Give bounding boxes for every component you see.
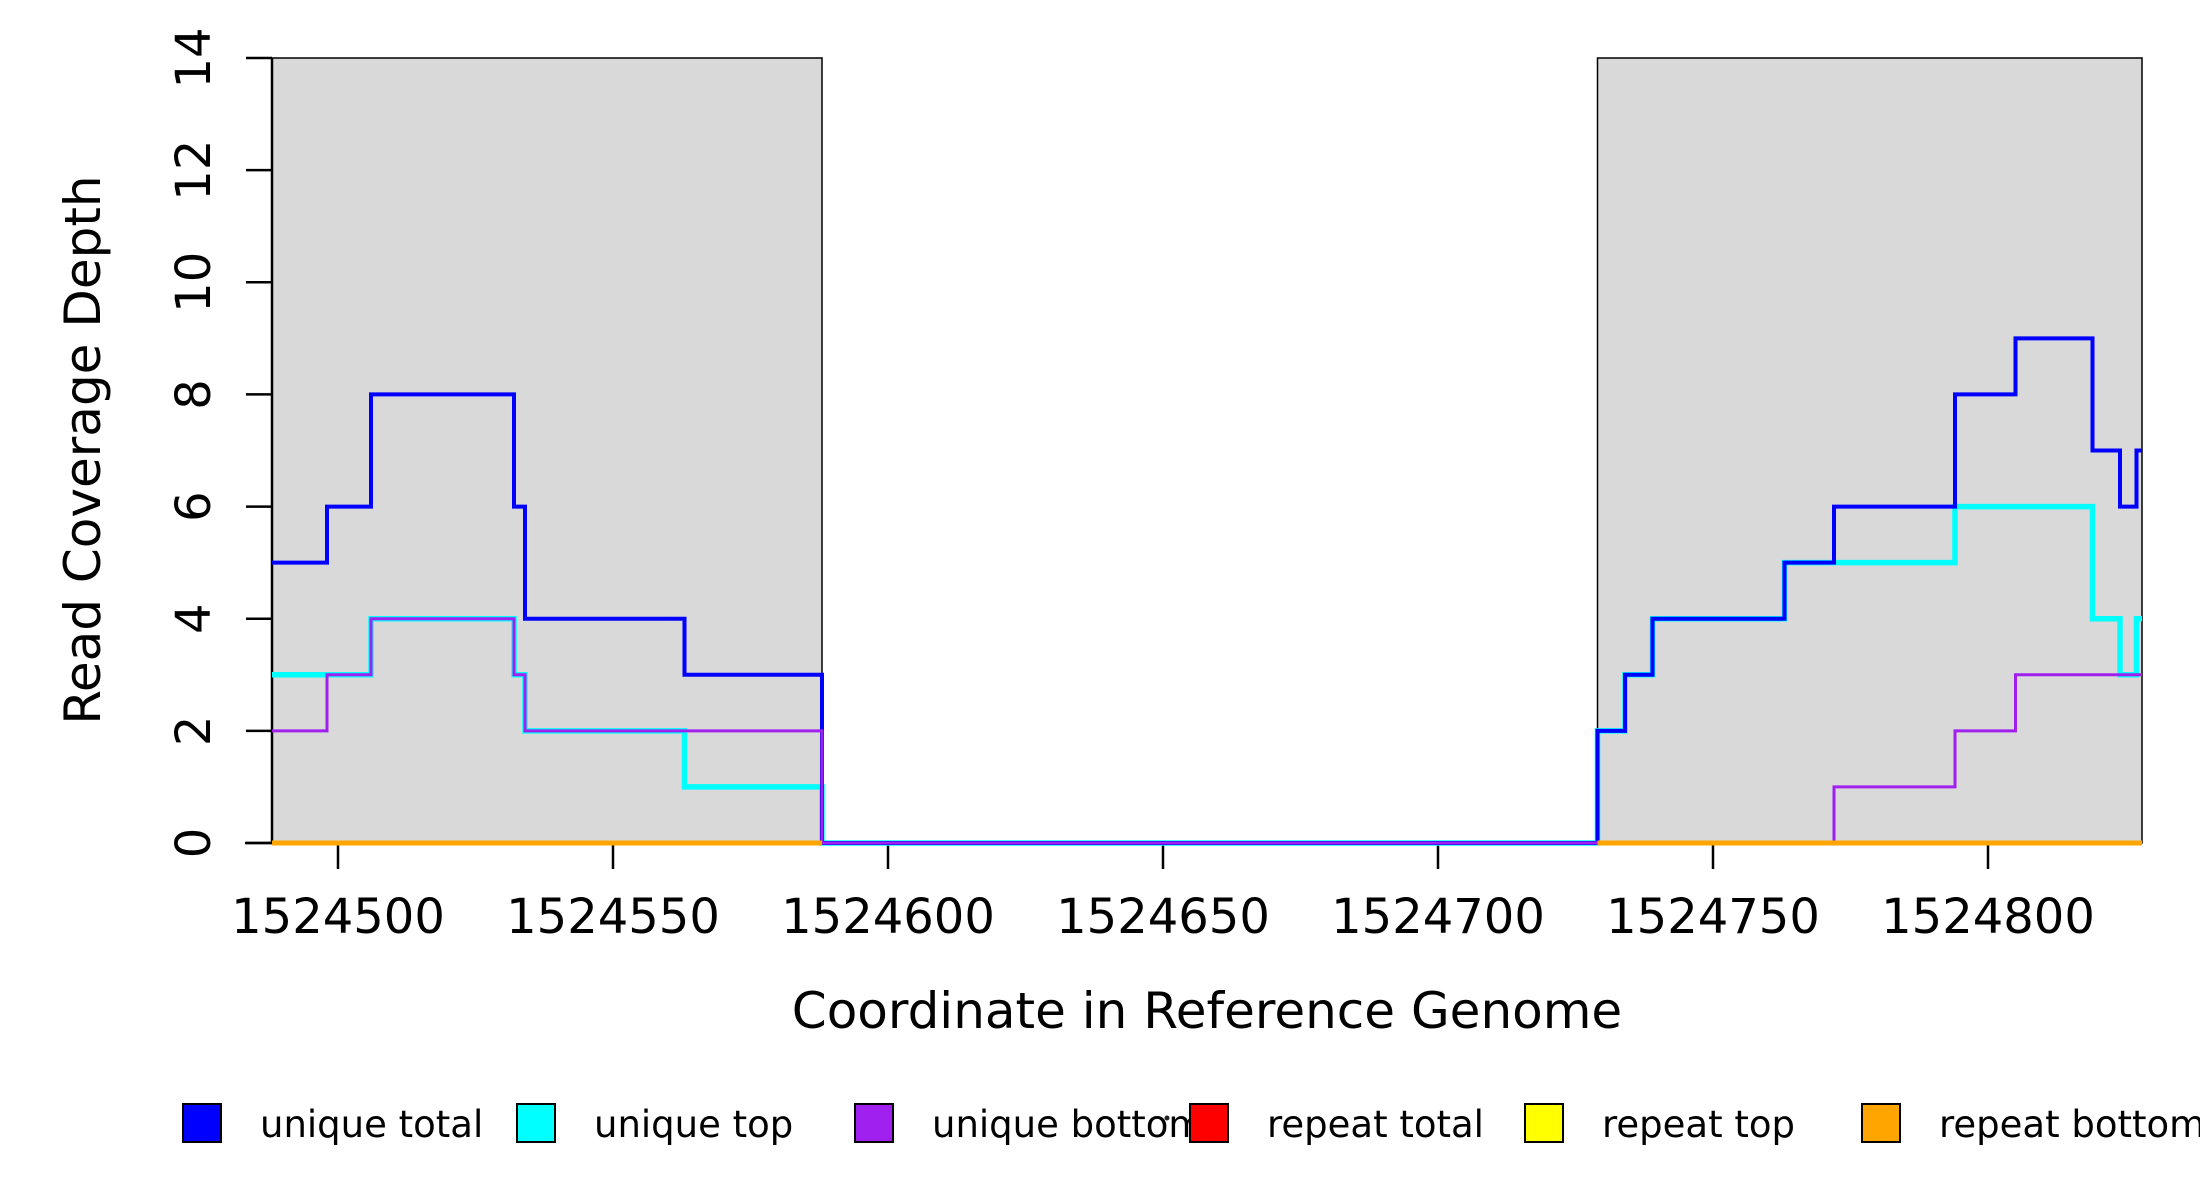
- axes: 1524500 1524550 1524600 1524650 1524700 15247…: [166, 27, 2142, 945]
- legend-label: repeat total: [1267, 1103, 1484, 1146]
- y-axis-title: Read Coverage Depth: [54, 175, 112, 724]
- legend-label: unique bottom: [932, 1103, 1204, 1146]
- y-tick-label: 2: [166, 716, 222, 747]
- y-tick-label: 0: [166, 828, 222, 859]
- y-tick-label: 6: [166, 491, 222, 522]
- y-tick-label: 12: [166, 140, 222, 201]
- legend-swatch: [1189, 1103, 1229, 1143]
- stray-dot-artifact: [1164, 1115, 1170, 1121]
- legend-label: repeat bottom: [1939, 1103, 2200, 1146]
- data-series: [272, 336, 2142, 846]
- shaded-region: [271, 57, 823, 844]
- x-tick-label: 1524550: [506, 889, 720, 945]
- legend-swatch: [182, 1103, 222, 1143]
- x-tick-label: 1524500: [231, 889, 445, 945]
- chart-legend: unique total unique top unique bottom repea…: [182, 1103, 2200, 1146]
- legend-swatch: [1861, 1103, 1901, 1143]
- legend-item-unique-top: unique top: [516, 1103, 793, 1146]
- legend-swatch: [516, 1103, 556, 1143]
- shaded-regions: [271, 57, 2143, 844]
- y-tick-label: 10: [166, 252, 222, 313]
- shaded-region: [1596, 57, 2143, 844]
- series-unique-total: [272, 336, 2142, 845]
- legend-label: unique total: [260, 1103, 483, 1146]
- x-axis-title: Coordinate in Reference Genome: [792, 982, 1622, 1040]
- legend-label: repeat top: [1602, 1103, 1795, 1146]
- y-tick-label: 14: [166, 27, 222, 88]
- legend-item-unique-bottom: unique bottom: [854, 1103, 1204, 1146]
- x-tick-label: 1524600: [781, 889, 995, 945]
- legend-item-repeat-bottom: repeat bottom: [1861, 1103, 2200, 1146]
- y-tick-label: 4: [166, 603, 222, 634]
- x-tick-label: 1524700: [1331, 889, 1545, 945]
- series-unique-bottom: [272, 617, 2142, 845]
- legend-item-repeat-total: repeat total: [1189, 1103, 1484, 1146]
- legend-item-unique-total: unique total: [182, 1103, 483, 1146]
- x-tick-label: 1524800: [1881, 889, 2095, 945]
- legend-swatch: [854, 1103, 894, 1143]
- x-tick-label: 1524650: [1056, 889, 1270, 945]
- x-tick-label: 1524750: [1606, 889, 1820, 945]
- y-tick-label: 8: [166, 379, 222, 410]
- legend-label: unique top: [594, 1103, 793, 1146]
- legend-item-repeat-top: repeat top: [1524, 1103, 1795, 1146]
- legend-swatch: [1524, 1103, 1564, 1143]
